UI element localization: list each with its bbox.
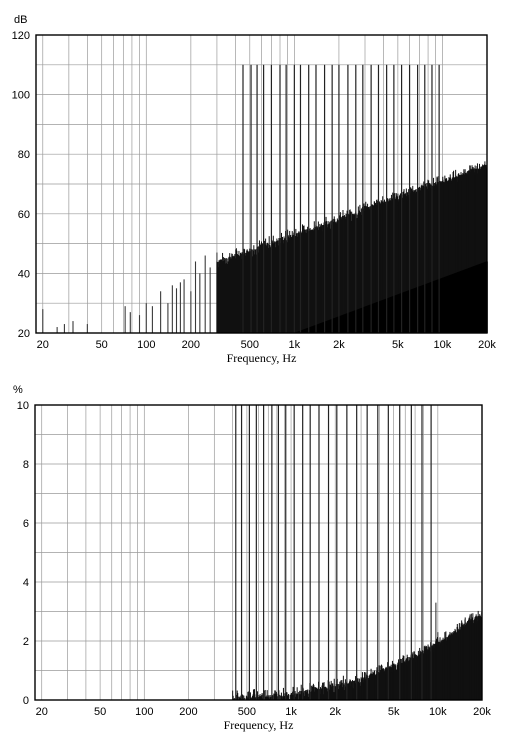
x-tick-label: 10k <box>429 706 447 718</box>
y-tick-label: 6 <box>23 518 29 530</box>
x-tick-label: 20k <box>473 706 491 718</box>
x-tick-label: 20k <box>478 339 496 351</box>
x-tick-label: 200 <box>179 706 197 718</box>
x-tick-label: 10k <box>434 339 452 351</box>
y-tick-label: 0 <box>23 695 29 707</box>
x-tick-label: 50 <box>96 339 108 351</box>
x-tick-label: 50 <box>94 706 106 718</box>
y-axis-label: dB <box>14 14 27 26</box>
x-tick-label: 20 <box>37 339 49 351</box>
spectrum-bars <box>232 405 483 700</box>
x-tick-label: 500 <box>241 339 259 351</box>
x-axis-label: Frequency, Hz <box>227 351 297 365</box>
plot-frame <box>35 34 488 334</box>
y-tick-label: 120 <box>12 30 30 42</box>
x-tick-label: 20 <box>36 706 48 718</box>
y-tick-label: 80 <box>18 149 30 161</box>
y-tick-label: 60 <box>18 209 30 221</box>
y-tick-label: 4 <box>23 577 29 589</box>
plot-frame <box>34 404 483 701</box>
x-tick-label: 2k <box>329 706 341 718</box>
y-tick-label: 8 <box>23 459 29 471</box>
x-tick-label: 1k <box>285 706 297 718</box>
x-tick-label: 1k <box>289 339 301 351</box>
y-tick-label: 40 <box>18 268 30 280</box>
y-tick-label: 2 <box>23 636 29 648</box>
x-axis-label: Frequency, Hz <box>224 718 294 732</box>
x-tick-label: 5k <box>392 339 404 351</box>
x-tick-label: 2k <box>333 339 345 351</box>
thd-percent-chart: 0 2 4 6 8 10 20 50 100 200 500 1k 2k 5k 10k 20k% Frequen… <box>13 384 491 732</box>
x-tick-label: 500 <box>238 706 256 718</box>
x-tick-label: 100 <box>137 339 155 351</box>
x-tick-label: 200 <box>182 339 200 351</box>
x-tick-label: 5k <box>388 706 400 718</box>
y-tick-label: 10 <box>17 400 29 412</box>
y-tick-label: 20 <box>18 328 30 340</box>
y-tick-label: 100 <box>12 90 30 102</box>
y-axis-label: % <box>13 384 23 396</box>
spectrum-db-chart: 20 40 60 80 100 120 20 50 100 200 500 1k 2k 5k 10k 20k d… <box>12 14 497 365</box>
x-tick-label: 100 <box>135 706 153 718</box>
